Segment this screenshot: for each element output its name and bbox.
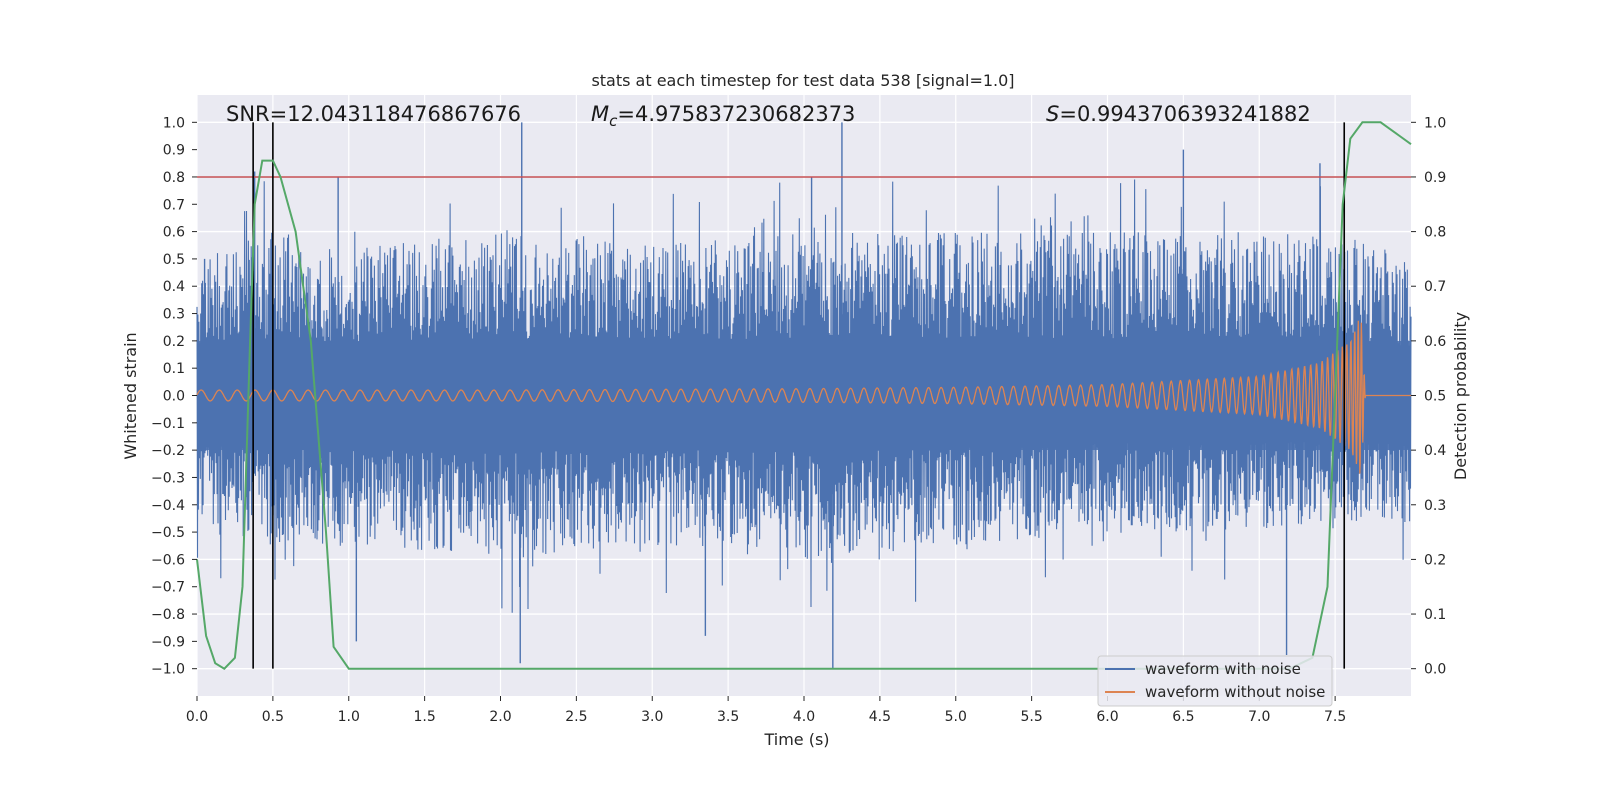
left-y-tick-label: 0.9 <box>163 143 185 159</box>
right-y-tick-label: 0.1 <box>1424 607 1446 623</box>
score-symbol: S <box>1046 102 1059 126</box>
legend: waveform with noise waveform without noi… <box>1097 655 1333 707</box>
left-y-tick-label: 0.3 <box>163 307 185 323</box>
chirp-mass-symbol: M <box>591 102 609 126</box>
chart-title: stats at each timestep for test data 538… <box>591 71 1014 90</box>
left-y-tick-label: −0.3 <box>151 470 185 486</box>
chirp-mass-annotation: Mc=4.975837230682373 <box>591 102 855 130</box>
legend-box <box>1097 655 1333 707</box>
x-tick-label: 2.0 <box>489 709 511 725</box>
left-y-ticks: 1.0 0.9 0.8 0.7 0.6 0.5 0.4 0.3 0.2 0.1 0.0 −0.1 −0.… <box>151 115 197 678</box>
x-tick-label: 3.0 <box>641 709 663 725</box>
x-tick-label: 5.0 <box>945 709 967 725</box>
left-y-tick-label: 0.0 <box>163 389 185 405</box>
left-y-tick-label: −0.2 <box>151 443 185 459</box>
left-y-tick-label: 1.0 <box>163 115 185 131</box>
left-y-tick-label: 0.1 <box>163 361 185 377</box>
legend-label-noise: waveform with noise <box>1145 660 1301 678</box>
left-y-tick-label: −0.5 <box>151 525 185 541</box>
left-y-tick-label: −1.0 <box>151 662 185 678</box>
chirp-mass-value: =4.975837230682373 <box>617 102 855 126</box>
waveform-with-noise <box>196 122 1412 669</box>
left-y-tick-label: −0.6 <box>151 552 185 568</box>
x-tick-label: 2.5 <box>565 709 587 725</box>
left-y-tick-label: −0.8 <box>151 607 185 623</box>
x-tick-label: 4.5 <box>869 709 891 725</box>
left-y-tick-label: 0.5 <box>163 252 185 268</box>
right-y-tick-label: 0.5 <box>1424 389 1446 405</box>
chirp-mass-subscript: c <box>609 112 618 130</box>
x-tick-label: 0.0 <box>186 709 208 725</box>
x-tick-label: 4.0 <box>793 709 815 725</box>
x-tick-label: 6.0 <box>1096 709 1118 725</box>
x-tick-label: 0.5 <box>262 709 284 725</box>
x-tick-label: 7.5 <box>1324 709 1346 725</box>
right-y-tick-label: 0.8 <box>1424 225 1446 241</box>
left-y-tick-label: −0.9 <box>151 634 185 650</box>
clean-trace <box>196 320 1411 474</box>
y-axis-left-label: Whitened strain <box>121 332 140 459</box>
right-y-tick-label: 0.0 <box>1424 662 1446 678</box>
left-y-tick-label: 0.8 <box>163 170 185 186</box>
right-y-tick-label: 0.2 <box>1424 552 1446 568</box>
left-y-tick-label: 0.2 <box>163 334 185 350</box>
left-y-tick-label: −0.4 <box>151 498 185 514</box>
left-y-tick-label: −0.7 <box>151 580 185 596</box>
right-y-ticks: 1.0 0.9 0.8 0.7 0.6 0.5 0.4 0.3 0.2 0.1 0.0 <box>1411 115 1446 678</box>
legend-label-clean: waveform without noise <box>1145 683 1325 701</box>
left-y-tick-label: −0.1 <box>151 416 185 432</box>
right-y-tick-label: 0.9 <box>1424 170 1446 186</box>
x-axis-label: Time (s) <box>763 730 829 749</box>
left-y-tick-label: 0.4 <box>163 279 185 295</box>
score-annotation: S=0.9943706393241882 <box>1046 102 1311 126</box>
snr-annotation: SNR=12.043118476867676 <box>226 102 521 126</box>
detection-probability-line <box>196 121 1412 670</box>
right-y-tick-label: 1.0 <box>1424 115 1446 131</box>
x-tick-label: 6.5 <box>1172 709 1194 725</box>
waveform-without-noise <box>196 320 1411 474</box>
x-tick-label: 7.0 <box>1248 709 1270 725</box>
y-axis-right-label: Detection probability <box>1451 312 1470 480</box>
right-y-tick-label: 0.3 <box>1424 498 1446 514</box>
x-tick-label: 1.0 <box>338 709 360 725</box>
right-y-tick-label: 0.6 <box>1424 334 1446 350</box>
score-value: =0.9943706393241882 <box>1059 102 1310 126</box>
noise-core-band <box>197 340 1411 451</box>
left-y-tick-label: 0.7 <box>163 197 185 213</box>
right-y-tick-label: 0.7 <box>1424 279 1446 295</box>
probability-trace <box>196 121 1412 670</box>
vertical-markers <box>252 122 1346 669</box>
right-y-tick-label: 0.4 <box>1424 443 1446 459</box>
left-y-tick-label: 0.6 <box>163 225 185 241</box>
x-tick-label: 3.5 <box>717 709 739 725</box>
x-tick-label: 1.5 <box>413 709 435 725</box>
x-tick-label: 5.5 <box>1020 709 1042 725</box>
